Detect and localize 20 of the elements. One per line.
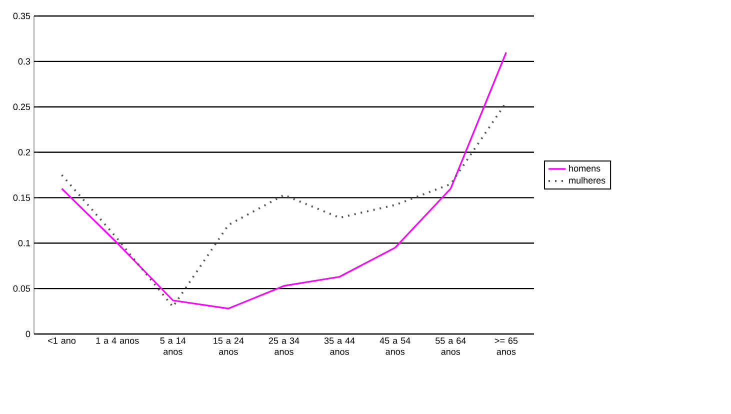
legend-label: mulheres	[569, 176, 606, 184]
x-tick-label: 55 a 64 anos	[436, 338, 466, 355]
x-tick-label: 35 a 44 anos	[324, 338, 355, 355]
x-tick-label: 45 a 54 anos	[380, 338, 410, 355]
y-tick-label: 0	[26, 330, 30, 338]
x-tick-label: <1 ano	[48, 338, 76, 344]
y-tick-label: 0.15	[13, 194, 30, 201]
x-tick-label: 25 a 34 anos	[268, 338, 300, 355]
y-tick-label: 0.2	[18, 149, 30, 156]
line-series	[60, 52, 508, 310]
x-tick-label: >= 65 anos	[494, 338, 518, 355]
x-tick-label: 15 a 24 anos	[214, 338, 244, 355]
legend-label: homens	[569, 164, 600, 172]
y-tick-label: 0.25	[13, 104, 30, 110]
x-tick-label: 5 a 14 anos	[160, 338, 186, 355]
y-tick-label: 0.35	[13, 12, 30, 20]
y-tick-label: 0.3	[18, 58, 30, 65]
x-tick-label: 1 a 4 anos	[96, 338, 139, 344]
y-tick-label: 0.05	[13, 285, 30, 292]
y-tick-label: 0.1	[18, 240, 30, 246]
